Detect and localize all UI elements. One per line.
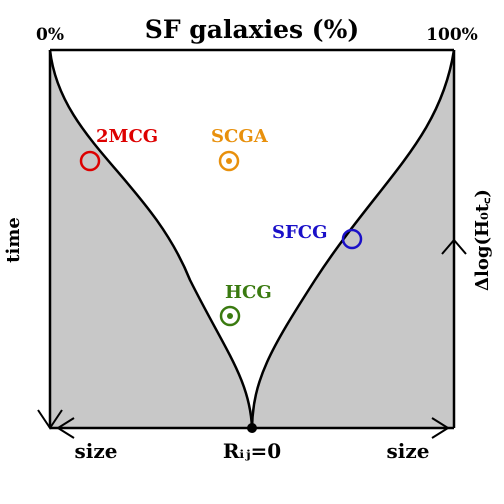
delta-log-axis-label: Δlog(H₀t꜀) — [472, 189, 493, 291]
marker-scga-label: SCGA — [211, 126, 269, 147]
marker-hcg-center — [227, 313, 233, 319]
marker-2mcg-label: 2MCG — [96, 126, 158, 147]
marker-scga-ring — [218, 150, 240, 172]
marker-hcg-ring — [219, 305, 241, 327]
right-size-label: size — [387, 439, 430, 463]
left-size-arrow-head — [56, 417, 75, 439]
right-shaded-region — [252, 50, 454, 428]
marker-sfcg-ring — [341, 228, 363, 250]
marker-2mcg: 2MCG — [79, 126, 158, 172]
origin-point — [247, 423, 257, 433]
left-size-label: size — [75, 439, 118, 463]
right-size-arrow-head — [431, 417, 450, 439]
delta-log-arrow-head — [441, 238, 467, 255]
marker-sfcg: SFCG — [272, 222, 363, 250]
time-arrow-head — [37, 409, 63, 430]
marker-scga: SCGA — [211, 126, 269, 172]
top-right-label: 100% — [426, 25, 478, 45]
diagram-title: SF galaxies (%) — [145, 15, 359, 44]
marker-hcg: HCG — [219, 282, 272, 327]
top-left-label: 0% — [36, 25, 64, 45]
right-boundary-curve — [250, 49, 456, 429]
left-boundary-curve — [48, 49, 254, 429]
time-axis-label: time — [3, 217, 24, 263]
marker-hcg-label: HCG — [225, 282, 272, 303]
marker-2mcg-ring — [79, 150, 101, 172]
left-shaded-region — [50, 50, 252, 428]
origin-label: Rᵢⱼ=0 — [223, 439, 281, 463]
marker-sfcg-label: SFCG — [272, 222, 327, 243]
marker-scga-center — [226, 158, 232, 164]
